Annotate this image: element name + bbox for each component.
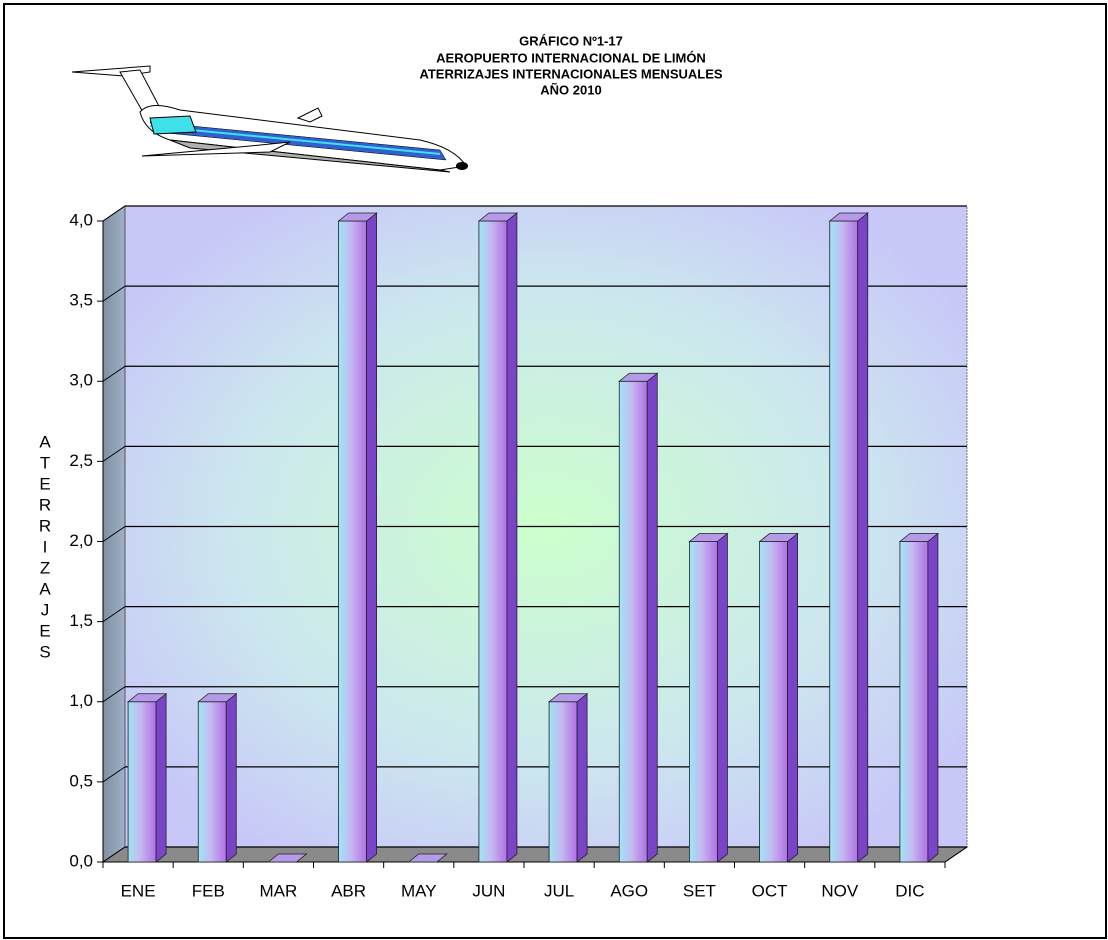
bar-side [646,372,658,863]
bar-side [366,212,377,863]
y-tick-label: 4,0 [69,210,93,229]
x-tick-label: NOV [821,881,859,900]
y-tick-label: 1,5 [69,611,93,630]
bar-top [197,693,238,703]
bar-top [688,533,729,542]
x-axis-depth [944,846,968,863]
title-line: AEROPUERTO INTERNACIONAL DE LIMÓN [436,50,706,65]
grid-line-side [102,606,126,623]
bar [547,692,589,863]
bar-front [759,541,788,863]
grid-line-side [102,205,126,222]
bar-top [407,853,448,863]
bar [477,212,519,863]
y-tick-label: 3,0 [69,371,93,390]
bar [337,212,378,863]
y-tick-label: 0,5 [69,771,93,790]
bar-front [548,701,578,863]
bar-side [787,532,798,863]
x-tick-label: SET [683,881,716,900]
grid-line-side [102,365,126,382]
y-tick-label: 3,5 [69,291,93,310]
bar [618,372,659,863]
bar-top [828,212,869,222]
bar [407,853,448,863]
bar-side [155,692,167,863]
bar [126,692,168,863]
title-line: GRÁFICO Nº1-17 [519,33,623,48]
grid-line-side [102,445,126,462]
x-tick-label: DIC [895,881,924,900]
y-tick-label: 2,5 [69,451,93,470]
airplane-illustration [71,65,468,173]
bar-front [127,701,157,863]
grid-line-side [102,285,126,302]
x-tick-label: ENE [121,881,156,900]
bar-top [758,533,799,542]
bar-top [477,212,519,222]
grid-line-side [102,846,126,863]
bar-front [689,541,718,863]
grid-line-side [102,526,126,542]
bar [898,532,940,863]
bar-top [547,693,589,703]
bar-top [126,693,168,703]
title-line: ATERRIZAJES INTERNACIONALES MENSUALES [419,66,722,81]
x-tick-label: OCT [752,881,788,900]
y-tick-label: 0,0 [69,851,93,870]
bar-top [267,853,308,863]
bar [828,212,869,863]
x-tick-label: AGO [610,881,648,900]
bar-front [338,220,367,863]
x-tick-label: JUN [472,881,505,900]
x-tick-label: MAY [401,881,437,900]
bar-side [857,212,869,863]
grid-line-side [102,766,126,783]
bar [197,692,238,863]
chart-title: GRÁFICO Nº1-17 AEROPUERTO INTERNACIONAL … [419,33,722,97]
bar-front [197,701,227,863]
y-axis-label: ATERRIZAJES [36,433,55,664]
x-tick-label: ABR [331,881,366,900]
grid-line-side [102,686,126,703]
bar-side [506,212,518,863]
y-tick-label: 2,0 [69,531,93,550]
x-tick-label: FEB [192,881,225,900]
bar-top [337,212,378,222]
bar-front [618,380,648,863]
x-tick-label: MAR [260,881,298,900]
bar-side [927,532,939,863]
bar [758,532,799,863]
title-line: AÑO 2010 [540,82,601,97]
bar [267,853,308,863]
bar-front [478,220,508,863]
bar-front [829,220,859,863]
bar [688,532,729,863]
bar-side [717,532,728,863]
bar-top [898,533,940,542]
bar-front [899,541,929,863]
y-tick-label: 1,0 [69,691,93,710]
bar-top [618,372,659,382]
bar-side [225,692,237,863]
bar-side [576,692,588,863]
x-tick-label: JUL [544,881,574,900]
